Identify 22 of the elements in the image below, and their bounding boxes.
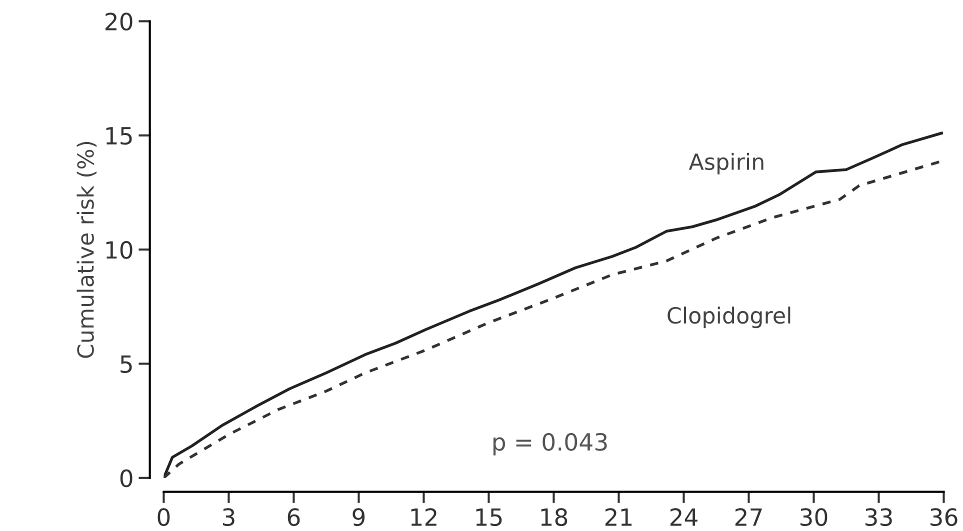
x-tick-label: 6 bbox=[288, 508, 300, 526]
y-tick-label: 15 bbox=[106, 127, 132, 145]
x-tick-label: 27 bbox=[735, 508, 762, 526]
x-tick-label: 36 bbox=[930, 508, 958, 526]
y-tick-label: 0 bbox=[120, 469, 132, 488]
series-label: Aspirin bbox=[688, 152, 764, 174]
x-tick-label: 3 bbox=[223, 508, 234, 526]
y-tick-label: 20 bbox=[106, 12, 132, 31]
x-tick-label: 33 bbox=[866, 508, 892, 526]
text: Clopidogrel bbox=[668, 306, 790, 328]
x-tick-label: 24 bbox=[670, 508, 698, 526]
y-tick-label: 10 bbox=[106, 241, 132, 259]
x-tick-label: 12 bbox=[411, 508, 436, 526]
y-axis-title: Cumulative risk (%) bbox=[76, 142, 97, 358]
y-tick-label: 5 bbox=[120, 355, 132, 374]
x-tick-label: 18 bbox=[541, 508, 568, 526]
x-tick-label: 0 bbox=[158, 508, 170, 526]
x-tick-label: 9 bbox=[352, 508, 365, 526]
x-tick-label: 30 bbox=[800, 508, 828, 526]
annotation: p = 0.043 bbox=[493, 432, 607, 456]
x-tick-label: 21 bbox=[605, 508, 632, 526]
x-tick-label: 15 bbox=[476, 508, 502, 526]
